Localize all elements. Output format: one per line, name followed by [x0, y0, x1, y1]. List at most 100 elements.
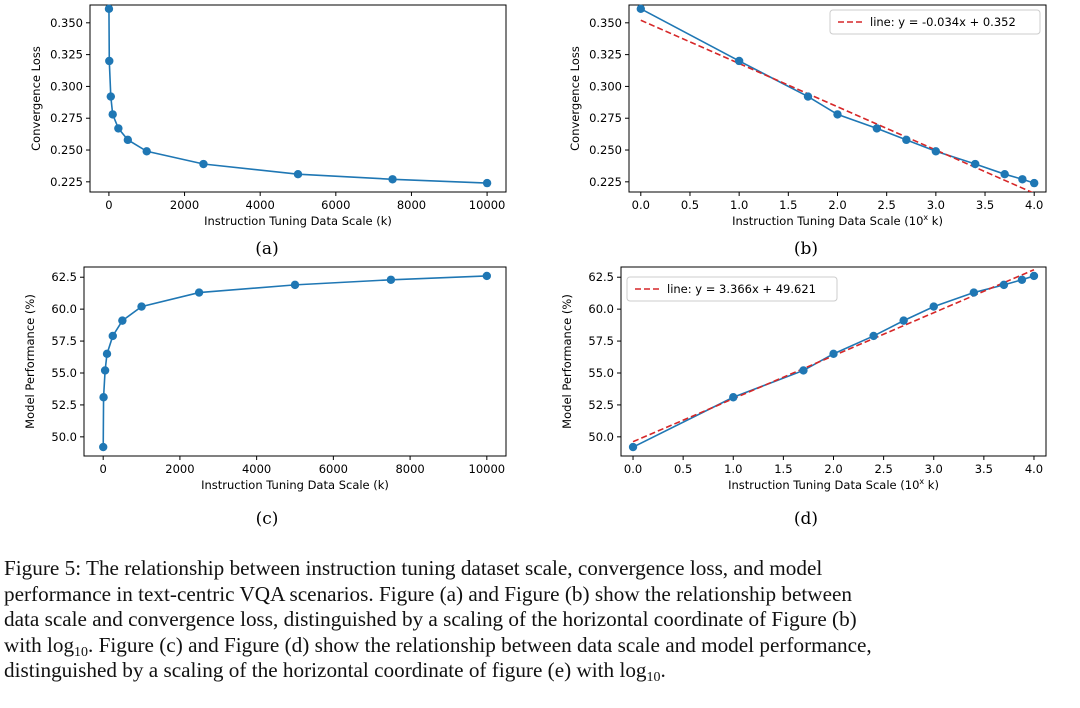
y-tick-label: 0.350	[50, 16, 83, 30]
data-point	[833, 110, 842, 119]
data-point	[829, 349, 838, 359]
data-point	[108, 110, 117, 119]
x-tick-label: 10000	[469, 198, 506, 212]
legend-box	[626, 276, 838, 302]
data-point	[902, 135, 911, 145]
y-tick-label: 0.300	[589, 79, 622, 93]
y-tick-label: 0.225	[50, 175, 83, 189]
data-point	[872, 124, 882, 133]
caption-line-1: Figure 5: The relationship between instr…	[4, 556, 823, 580]
legend-label: line: y = -0.034x + 0.352	[870, 15, 1016, 29]
x-axis-label: Instruction Tuning Data Scale (k)	[204, 214, 392, 228]
y-tick-label: 60.0	[588, 302, 614, 316]
x-tick-label: 0	[100, 462, 107, 476]
y-tick-label: 0.275	[50, 111, 83, 125]
x-tick-label: 8000	[395, 462, 424, 476]
y-tick-label: 0.275	[589, 111, 622, 125]
x-tick-label: 0.5	[681, 198, 699, 212]
x-tick-label: 3.0	[925, 462, 943, 476]
x-tick-label: 4000	[242, 462, 271, 476]
x-tick-label: 2.0	[824, 462, 842, 476]
data-point	[386, 275, 396, 284]
x-tick-label: 2.0	[828, 198, 846, 212]
panel-label-d: (d)	[794, 509, 818, 529]
data-point	[1018, 175, 1027, 184]
data-point	[1000, 169, 1009, 179]
x-axis-label-tail: k)	[928, 214, 943, 228]
data-point	[482, 178, 492, 188]
y-tick-label: 52.5	[588, 398, 614, 412]
data-point	[999, 280, 1009, 290]
caption-line-4: with log10. Figure (c) and Figure (d) sh…	[4, 632, 1076, 660]
x-tick-label: 0.0	[632, 198, 650, 212]
series-line	[632, 275, 1035, 448]
data-point	[105, 56, 114, 66]
x-tick-label: 8000	[397, 198, 426, 212]
y-tick-label: 55.0	[51, 366, 77, 380]
data-point	[636, 4, 646, 14]
data-point	[104, 4, 114, 14]
x-tick-label: 3.0	[927, 198, 945, 212]
x-tick-label: 0.0	[624, 462, 642, 476]
y-tick-label: 52.5	[51, 398, 77, 412]
chart-d: 0.0 0.5 1.0 1.5 2.0 2.5 3.0 3.5 4.0 50.0 52.5 55.0 5…	[560, 266, 1047, 529]
series-line	[640, 8, 1035, 184]
y-tick-label: 55.0	[588, 366, 614, 380]
y-tick-label: 0.300	[50, 79, 83, 93]
data-point	[929, 302, 938, 311]
y-tick-label: 62.5	[588, 270, 614, 284]
data-point	[118, 316, 127, 325]
data-point	[108, 331, 117, 341]
data-point	[734, 56, 744, 66]
data-point	[123, 135, 133, 145]
x-axis-label: Instruction Tuning Data Scale (10x k)	[728, 477, 939, 492]
x-axis-label: Instruction Tuning Data Scale (10x k)	[732, 213, 943, 228]
caption-line-5: distinguished by a scaling of the horizo…	[4, 658, 1076, 685]
data-point	[1029, 178, 1039, 188]
chart-c: 0 2000 4000 6000 8000 10000 50.0 52.5 55.0 57.5 60…	[23, 266, 507, 529]
y-tick-label: 0.250	[50, 143, 83, 157]
x-tick-label: 1.5	[779, 198, 797, 212]
data-point	[388, 175, 397, 184]
y-tick-label: 57.5	[588, 334, 614, 348]
data-point	[114, 124, 123, 133]
data-point	[1029, 271, 1039, 281]
data-point	[99, 442, 108, 452]
data-point	[199, 159, 208, 169]
plot-frame	[89, 4, 507, 193]
panel-label-a: (a)	[255, 239, 278, 259]
x-tick-label: 2000	[165, 462, 194, 476]
y-tick-label: 62.5	[51, 270, 77, 284]
figure: 0 2000 4000 6000 8000 10000 0.225 0.250 0.275 0.3…	[23, 4, 1047, 529]
x-tick-label: 1.0	[730, 198, 748, 212]
x-tick-label: 2.5	[874, 462, 892, 476]
y-tick-label: 0.325	[589, 48, 622, 62]
data-point	[106, 92, 116, 101]
y-axis-label: Model Performance (%)	[23, 294, 37, 429]
x-tick-label: 4.0	[1025, 462, 1043, 476]
data-point	[969, 288, 979, 297]
data-layer	[102, 275, 487, 448]
data-point	[137, 302, 146, 311]
data-point	[803, 92, 813, 101]
legend: line: y = 3.366x + 49.621	[626, 276, 838, 302]
legend-label: line: y = 3.366x + 49.621	[667, 282, 816, 296]
y-tick-label: 57.5	[51, 334, 77, 348]
y-tick-label: 50.0	[588, 430, 614, 444]
data-point	[99, 393, 108, 402]
data-point	[100, 366, 110, 375]
data-point	[869, 331, 878, 341]
series-line	[102, 275, 487, 448]
legend: line: y = -0.034x + 0.352	[829, 9, 1041, 35]
caption-line-2: performance in text-centric VQA scenario…	[4, 581, 853, 606]
series-line	[108, 8, 488, 184]
caption-line-3: data scale and convergence loss, disting…	[4, 607, 857, 631]
x-tick-label: 6000	[321, 198, 350, 212]
y-axis-label: Convergence Loss	[29, 46, 43, 151]
y-axis-label: Model Performance (%)	[560, 294, 574, 429]
data-point	[799, 366, 808, 375]
data-point	[931, 147, 941, 156]
panel-label-b: (b)	[794, 239, 818, 259]
caption-line-4-end: . Figure (c) and Figure (d) show the rel…	[88, 632, 872, 657]
y-tick-label: 0.350	[589, 16, 622, 30]
